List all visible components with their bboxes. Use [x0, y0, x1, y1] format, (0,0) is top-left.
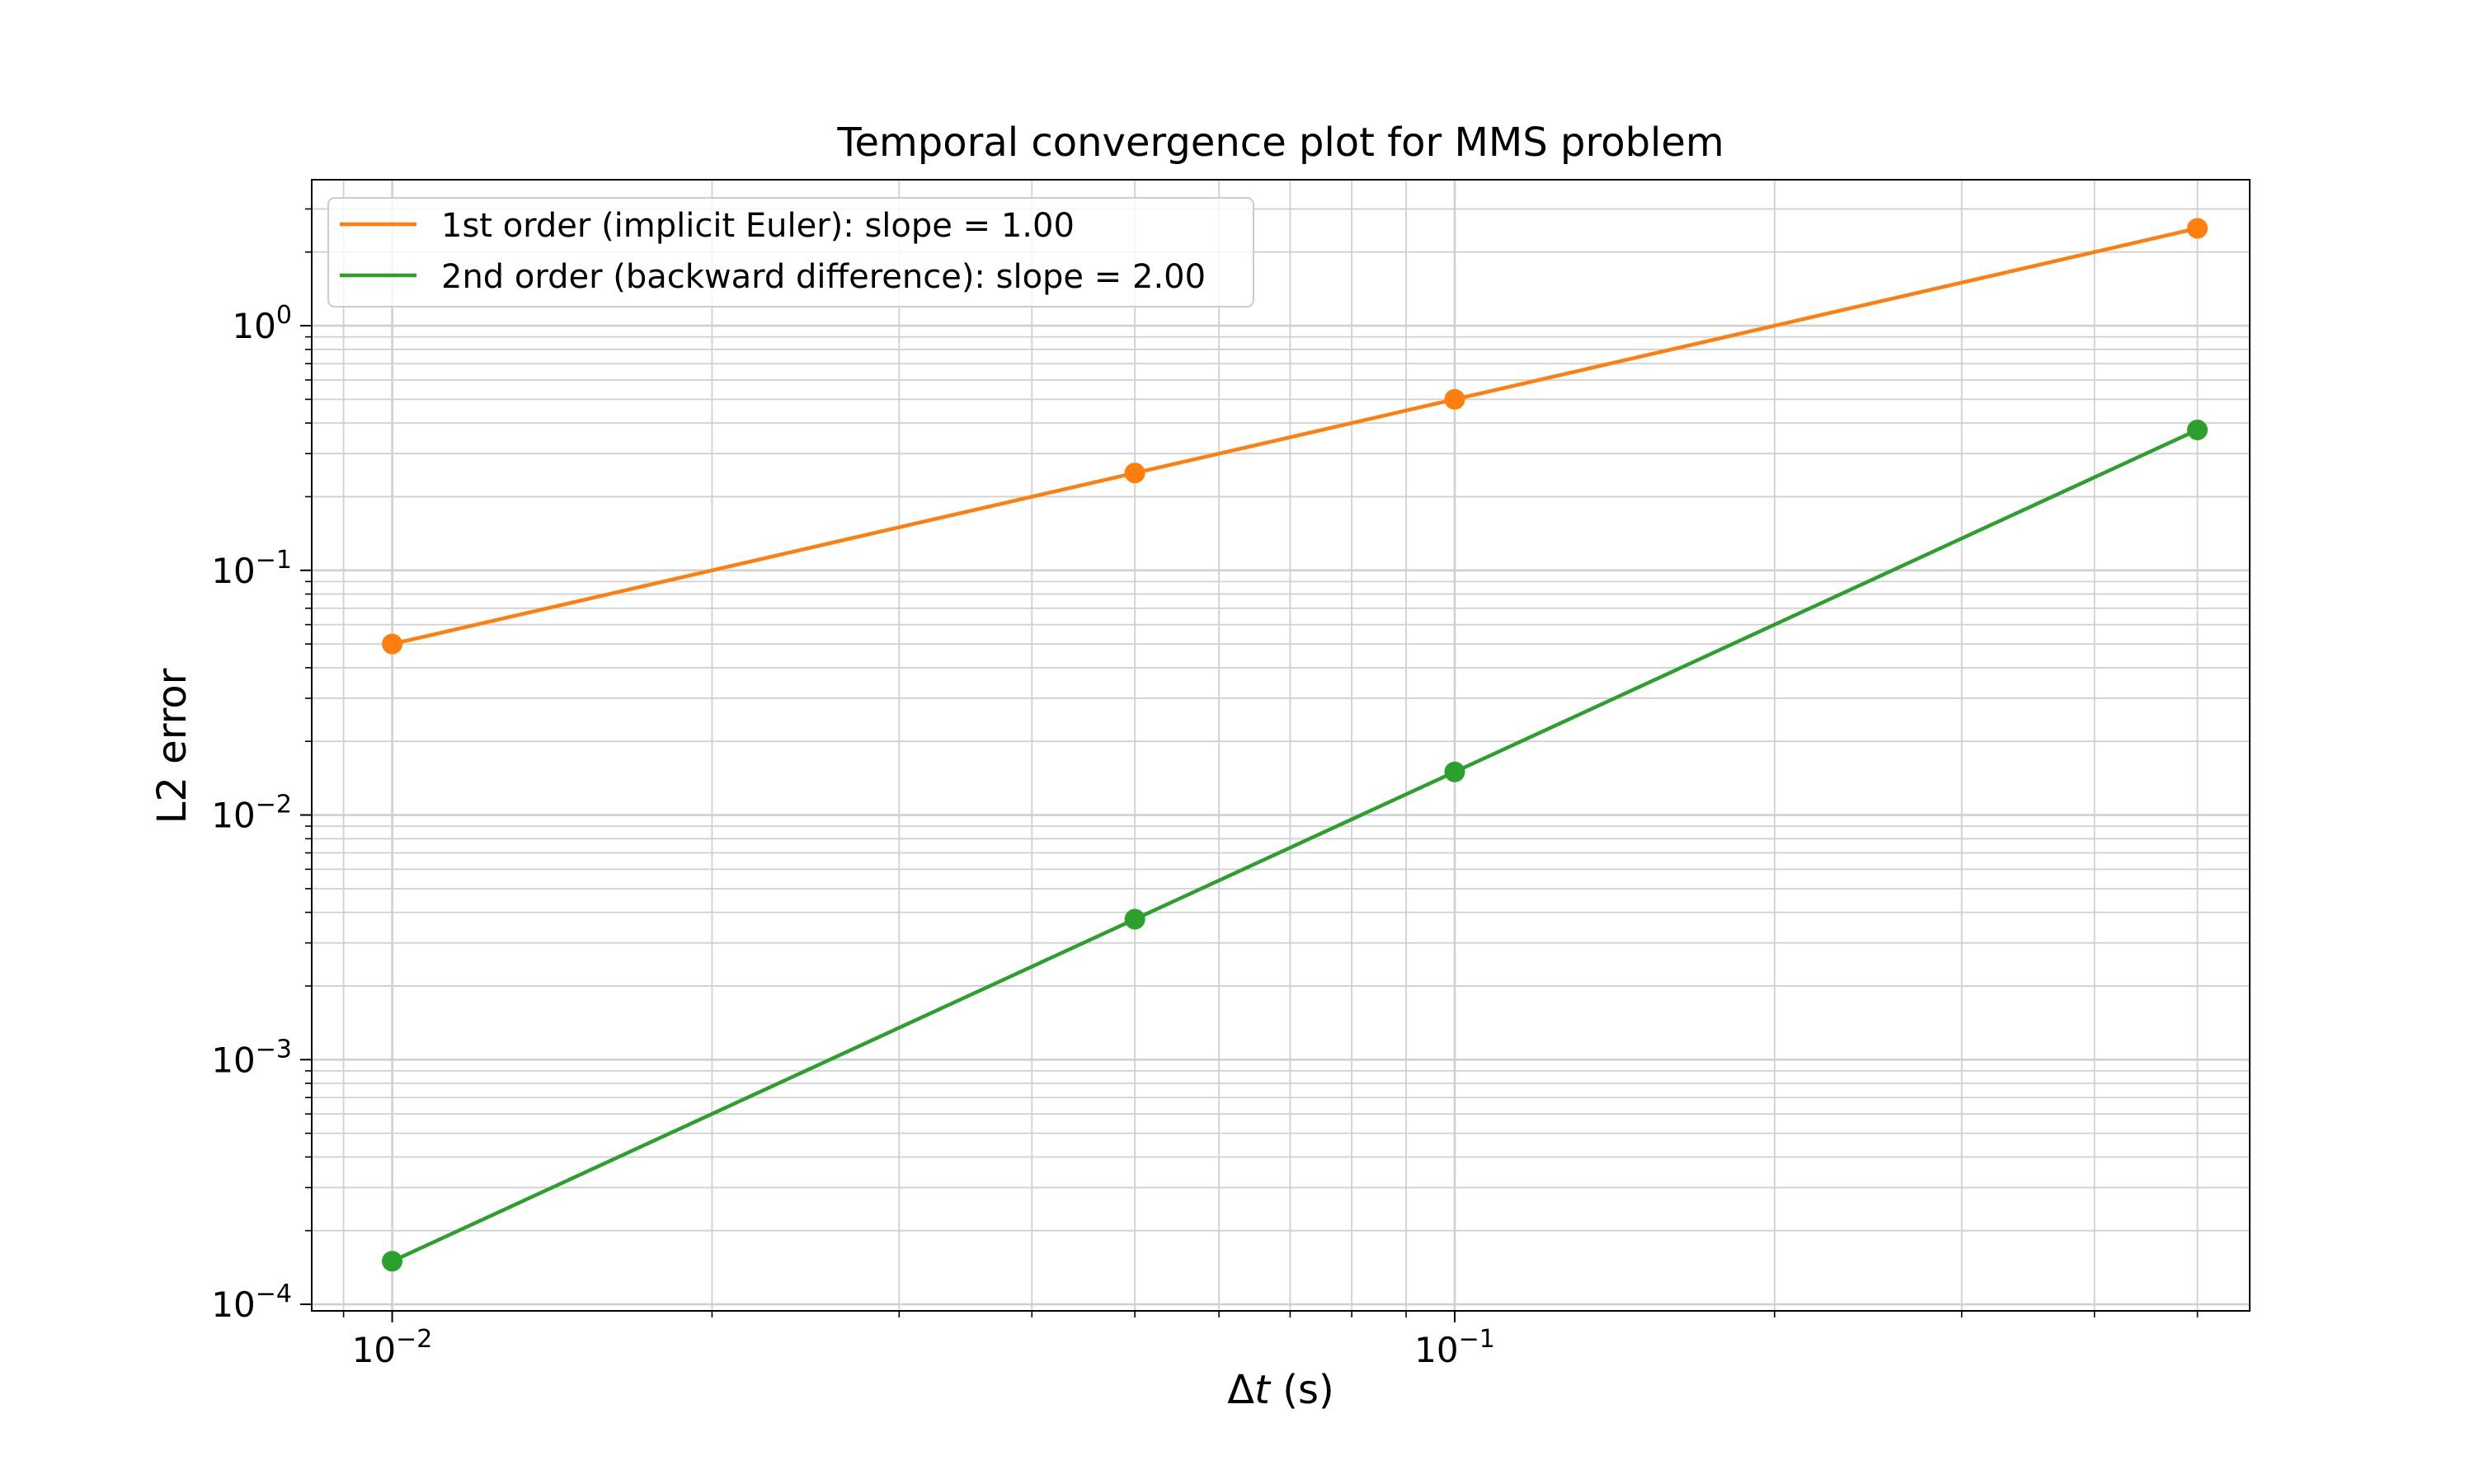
series-2-line [391, 428, 2199, 1263]
x-tick-label-base: 10 [1414, 1330, 1458, 1370]
x-axis-label: Δt (s) [1227, 1367, 1333, 1413]
x-axis-label-prefix: Δ [1227, 1367, 1254, 1413]
series-1-point [382, 633, 403, 655]
y-tick-label-base: 10 [211, 551, 255, 591]
x-tick-label-base: 10 [352, 1330, 396, 1370]
y-tick-label-base: 10 [211, 1284, 255, 1325]
series-2 [382, 419, 2208, 1272]
series-1-line [392, 226, 2199, 646]
y-tick-label-base: 10 [211, 1040, 255, 1080]
y-tick-label: 10−3 [211, 1035, 292, 1080]
chart-title: Temporal convergence plot for MMS proble… [836, 120, 1724, 166]
series-2-point [382, 1251, 403, 1272]
y-tick-label: 10−2 [211, 791, 292, 836]
minor-gridlines [312, 180, 2250, 1311]
x-tick-label: 10−2 [352, 1325, 433, 1370]
legend-text-first-order: 1st order (implicit Euler): slope = 1.00 [441, 207, 1075, 245]
series-1-point [2187, 218, 2208, 239]
y-tick-label-base: 10 [211, 796, 255, 836]
tick-marks [300, 208, 2199, 1322]
series-2-point [1124, 909, 1145, 930]
x-tick-label: 10−1 [1414, 1325, 1495, 1370]
x-tick-label-exponent: −1 [1459, 1325, 1495, 1354]
x-axis-label-variable: t [1254, 1367, 1272, 1413]
y-tick-label-exponent: −3 [256, 1035, 292, 1064]
y-axis-label: L2 error [149, 668, 195, 824]
y-tick-label: 10−1 [211, 546, 292, 591]
y-tick-label-base: 10 [232, 306, 275, 346]
y-tick-label-exponent: −2 [256, 791, 292, 819]
series-2-point [2187, 419, 2208, 440]
y-tick-label: 100 [232, 301, 292, 346]
legend-frame [327, 197, 1254, 308]
x-axis-label-unit: (s) [1270, 1367, 1334, 1413]
series-2-point [1444, 761, 1465, 782]
plot-area-frame [311, 179, 2251, 1312]
series-1-point [1124, 463, 1145, 484]
y-tick-label-exponent: −4 [256, 1280, 292, 1308]
x-tick-label-exponent: −2 [396, 1325, 432, 1354]
series-1 [382, 218, 2208, 655]
legend: 1st order (implicit Euler): slope = 1.00… [327, 197, 1254, 308]
y-tick-label: 10−4 [211, 1280, 292, 1325]
series-1-point [1444, 388, 1465, 410]
y-tick-label-exponent: 0 [276, 301, 292, 330]
legend-text-second-order: 2nd order (backward difference): slope =… [441, 258, 1206, 296]
y-tick-label-exponent: −1 [256, 546, 292, 575]
series-layer [382, 218, 2208, 1272]
major-gridlines [312, 180, 2250, 1311]
x-tick-labels: 10−2 10−1 [352, 1325, 1495, 1370]
